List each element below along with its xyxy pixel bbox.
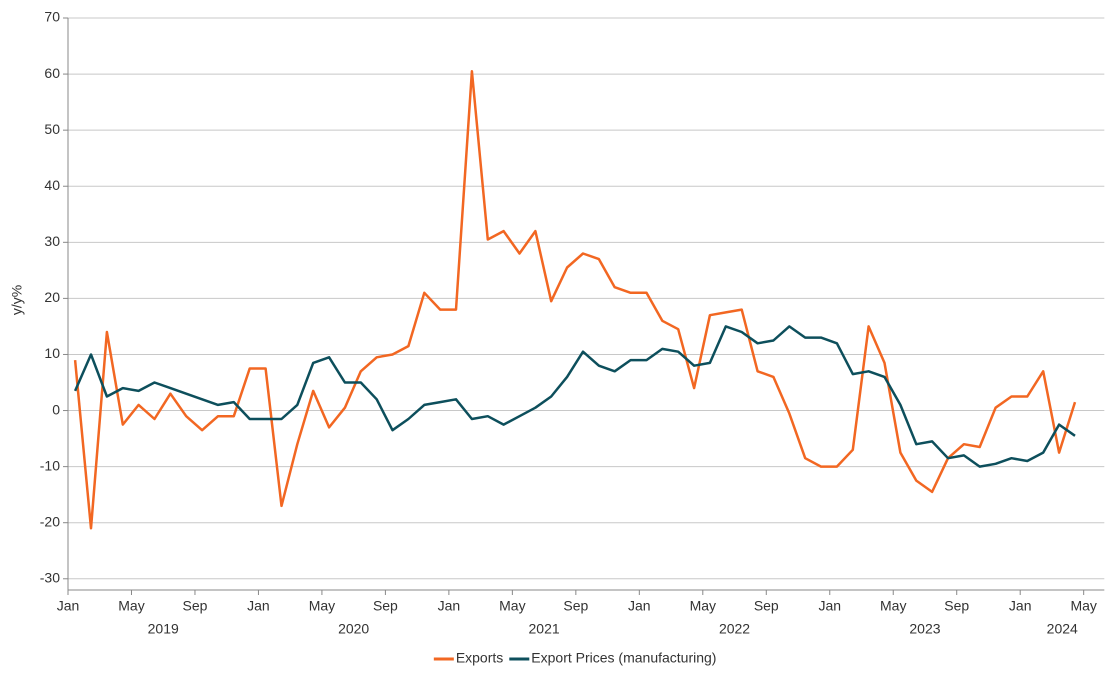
y-tick-label: -20 <box>40 513 60 529</box>
x-tick-label: May <box>880 598 906 614</box>
x-tick-label: Sep <box>182 598 207 614</box>
y-tick-label: 70 <box>44 9 60 25</box>
legend-item: Exports <box>433 650 503 666</box>
year-label: 2019 <box>148 621 179 637</box>
legend-item: Export Prices (manufacturing) <box>509 650 716 666</box>
x-tick-label: May <box>690 598 716 614</box>
y-tick-label: 60 <box>44 65 60 81</box>
year-label: 2022 <box>719 621 750 637</box>
x-tick-label: Sep <box>563 598 588 614</box>
x-tick-label: Sep <box>373 598 398 614</box>
x-tick-label: Sep <box>944 598 969 614</box>
x-tick-label: Jan <box>818 598 841 614</box>
x-tick-label: May <box>118 598 144 614</box>
y-tick-label: 30 <box>44 233 60 249</box>
x-tick-label: May <box>1070 598 1096 614</box>
y-tick-label: 50 <box>44 121 60 137</box>
y-tick-label: 0 <box>52 401 60 417</box>
x-tick-label: Sep <box>754 598 779 614</box>
series-line <box>73 325 1076 468</box>
x-tick-label: Jan <box>438 598 461 614</box>
x-tick-label: Jan <box>1009 598 1032 614</box>
y-tick-label: -30 <box>40 569 60 585</box>
y-axis-label: y/y% <box>9 285 25 315</box>
x-tick-label: May <box>499 598 525 614</box>
year-label: 2023 <box>909 621 940 637</box>
year-label: 2020 <box>338 621 369 637</box>
x-tick-label: May <box>309 598 335 614</box>
x-tick-label: Jan <box>247 598 270 614</box>
x-tick-label: Jan <box>628 598 651 614</box>
y-tick-label: -10 <box>40 457 60 473</box>
year-label: 2024 <box>1047 621 1078 637</box>
x-tick-label: Jan <box>57 598 80 614</box>
legend-label: Exports <box>456 650 503 666</box>
y-tick-label: 20 <box>44 289 60 305</box>
y-tick-label: 40 <box>44 177 60 193</box>
year-label: 2021 <box>529 621 560 637</box>
y-tick-label: 10 <box>44 345 60 361</box>
legend-label: Export Prices (manufacturing) <box>531 650 716 666</box>
series-line <box>73 70 1077 530</box>
